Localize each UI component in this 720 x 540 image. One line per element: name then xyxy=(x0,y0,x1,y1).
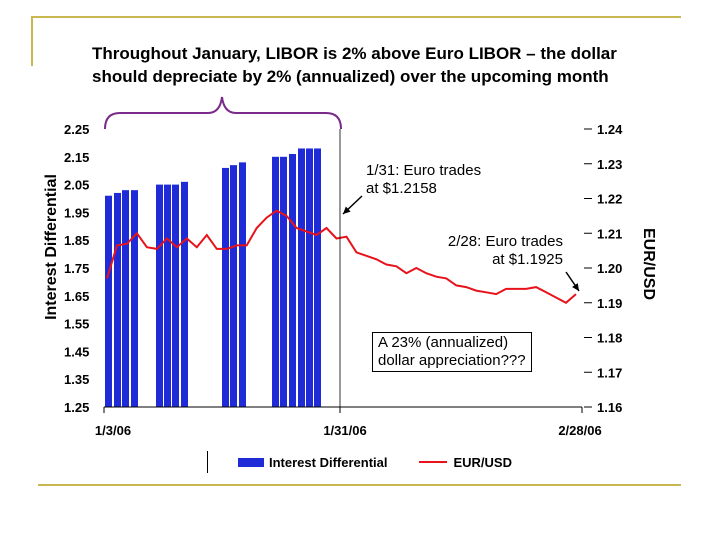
y-tick-label: 1.85 xyxy=(64,233,89,248)
y-tick-label: 1.75 xyxy=(64,261,89,276)
slide-bottom-rule xyxy=(38,484,681,486)
bar xyxy=(272,156,279,407)
bar xyxy=(298,148,305,407)
y-tick-label: 2.25 xyxy=(64,122,89,137)
y-tick-label: 1.45 xyxy=(64,344,89,359)
bar xyxy=(114,192,121,407)
y-tick-label: 2.15 xyxy=(64,150,89,165)
arrow-feb28-head xyxy=(572,283,579,291)
annotation-feb28-line1: 2/28: Euro trades xyxy=(447,233,563,250)
bar xyxy=(280,156,287,407)
x-tick-label: 1/3/06 xyxy=(95,423,131,438)
bar xyxy=(222,167,229,407)
bar xyxy=(306,148,313,407)
arrow-jan31-head xyxy=(343,206,351,214)
y2-tick-label: 1.22 xyxy=(597,192,622,207)
title-line-2: should depreciate by 2% (annualized) ove… xyxy=(92,67,609,86)
legend-bar-swatch xyxy=(238,457,264,467)
bar xyxy=(131,190,138,407)
slide-left-rule xyxy=(31,16,33,66)
bar xyxy=(122,190,129,407)
y-tick-label: 1.35 xyxy=(64,372,89,387)
y2-axis-title: EUR/USD xyxy=(640,227,657,300)
bar xyxy=(164,184,171,407)
bar xyxy=(289,154,296,407)
bar xyxy=(156,184,163,407)
legend-line-swatch xyxy=(419,461,448,463)
bar xyxy=(230,165,237,407)
y2-tick-label: 1.20 xyxy=(597,261,622,276)
y-tick-label: 2.05 xyxy=(64,178,89,193)
y2-tick-label: 1.16 xyxy=(597,400,622,415)
y2-tick-label: 1.23 xyxy=(597,157,622,172)
y2-tick-label: 1.24 xyxy=(597,122,623,137)
slide-title: Throughout January, LIBOR is 2% above Eu… xyxy=(92,42,692,88)
y2-tick-label: 1.19 xyxy=(597,296,622,311)
bar xyxy=(172,184,179,407)
x-tick-label: 1/31/06 xyxy=(323,423,366,438)
bar xyxy=(239,162,246,407)
y2-tick-label: 1.18 xyxy=(597,331,622,346)
legend-line-label: EUR/USD xyxy=(453,454,512,470)
eurusd-line xyxy=(106,209,577,305)
annotation-jan31: 1/31: Euro trades at $1.2158 xyxy=(366,162,481,198)
bar xyxy=(181,181,188,407)
y-tick-label: 1.25 xyxy=(64,400,89,415)
title-line-1: Throughout January, LIBOR is 2% above Eu… xyxy=(92,44,617,63)
y-tick-label: 1.95 xyxy=(64,205,89,220)
y2-tick-label: 1.21 xyxy=(597,226,622,241)
legend-bar-label: Interest Differential xyxy=(269,454,388,470)
annotation-appreciation-line1: A 23% (annualized) xyxy=(378,334,509,351)
bar xyxy=(105,195,112,407)
bar xyxy=(314,148,321,407)
slide-top-rule xyxy=(31,16,681,18)
annotation-appreciation-line2: dollar appreciation??? xyxy=(378,352,526,369)
annotation-appreciation: A 23% (annualized) dollar appreciation??… xyxy=(372,332,532,372)
january-brace xyxy=(104,96,342,130)
annotation-jan31-line2: at $1.2158 xyxy=(366,180,437,197)
y-axis-title: Interest Differential xyxy=(43,174,60,320)
y-tick-label: 1.55 xyxy=(64,317,89,332)
legend: Interest Differential EUR/USD xyxy=(207,451,512,473)
annotation-jan31-line1: 1/31: Euro trades xyxy=(366,162,482,179)
annotation-feb28-line2: at $1.1925 xyxy=(492,251,563,268)
annotation-feb28: 2/28: Euro trades at $1.1925 xyxy=(430,233,563,269)
y-tick-label: 1.65 xyxy=(64,289,89,304)
x-tick-label: 2/28/06 xyxy=(558,423,601,438)
y2-tick-label: 1.17 xyxy=(597,365,622,380)
